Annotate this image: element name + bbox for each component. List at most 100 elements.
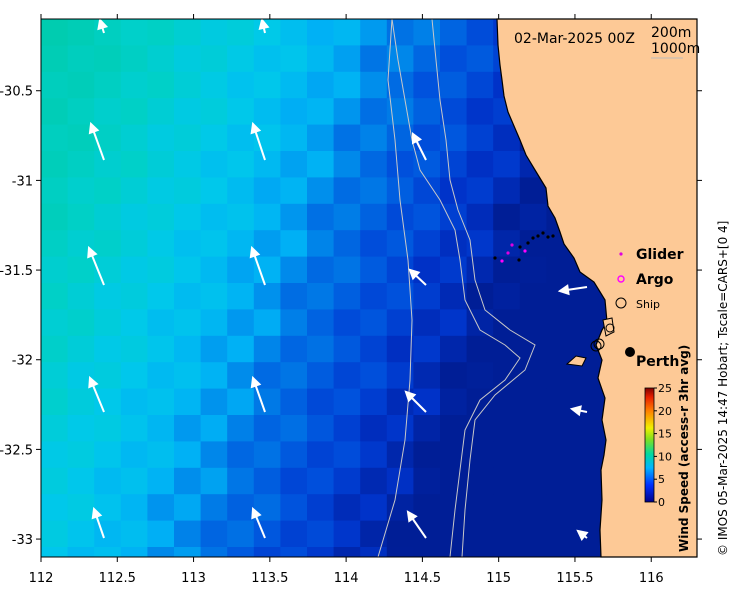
x-tick-label: 112 [29,571,54,586]
wind-grid-cell [307,151,335,178]
wind-grid-cell [67,547,95,557]
wind-grid-cell [227,203,255,231]
wind-grid-cell [94,388,122,416]
wind-grid-cell [41,388,69,416]
wind-grid-cell [120,230,148,258]
wind-grid-cell [573,547,601,557]
wind-grid-cell [493,467,521,495]
wind-grid-cell [253,45,281,73]
wind-grid-cell [120,388,148,416]
wind-grid-cell [41,415,69,442]
wind-grid-cell [333,203,361,231]
wind-grid-cell [253,151,281,178]
wind-grid-cell [280,177,308,205]
wind-grid-cell [493,494,521,522]
wind-grid-cell [280,151,308,178]
wind-grid-cell [466,362,494,390]
wind-grid-cell [280,45,308,73]
wind-grid-cell [227,520,255,548]
wind-grid-cell [227,335,255,363]
observation-dot [536,234,540,238]
wind-grid-cell [440,283,468,310]
wind-grid-cell [147,256,175,284]
wind-arrowhead [87,245,98,259]
observation-dot [517,258,521,262]
wind-grid-cell [41,467,69,495]
wind-grid-cell [94,283,122,310]
wind-grid-cell [41,177,69,205]
wind-grid-cell [200,520,228,548]
wind-grid-cell [67,467,95,495]
wind-grid-cell [519,230,547,258]
wind-grid-cell [333,335,361,363]
wind-grid-cell [386,309,414,337]
wind-grid-cell [67,415,95,442]
wind-grid-cell [94,467,122,495]
wind-grid-cell [360,98,388,126]
wind-grid-cell [227,177,255,205]
observation-dot [526,241,530,245]
observation-dot [523,249,527,253]
wind-grid-cell [280,71,308,99]
wind-grid-cell [67,520,95,548]
wind-grid-cell [200,283,228,310]
wind-grid-cell [307,230,335,258]
wind-grid-cell [200,309,228,337]
perth-label: Perth [636,354,679,370]
wind-grid-cell [94,98,122,126]
y-tick-label: -33 [12,533,33,548]
wind-grid-cell [147,151,175,178]
wind-grid-cell [120,124,148,152]
wind-grid-cell [174,98,202,126]
wind-grid-cell [147,415,175,442]
wind-grid-cell [413,230,441,258]
wind-grid-cell [333,441,361,469]
wind-grid-cell [440,362,468,390]
wind-grid-cell [440,256,468,284]
wind-grid-cell [94,71,122,99]
wind-grid-cell [120,71,148,99]
wind-grid-cell [120,19,148,46]
wind-grid-cell [466,19,494,46]
wind-arrowhead [250,375,262,389]
wind-grid-cell [386,230,414,258]
wind-grid-cell [413,388,441,416]
x-tick-label: 112.5 [99,571,136,586]
wind-grid-cell [94,124,122,152]
x-tick-label: 114.5 [404,571,441,586]
wind-arrowhead [408,268,421,281]
wind-grid-cell [227,494,255,522]
wind-grid-cell [147,309,175,337]
wind-grid-cell [546,467,574,495]
wind-grid-cell [94,547,122,557]
wind-grid-cell [360,547,388,557]
wind-grid-cell [147,177,175,205]
wind-grid-cell [41,230,69,258]
wind-grid-cell [466,203,494,231]
wind-grid-cell [94,441,122,469]
wind-grid-cell [253,494,281,522]
wind-grid-cell [466,71,494,99]
wind-grid-cell [253,177,281,205]
y-axis: -30.5 -31 -31.5 -32 -32.5 -33 [0,85,702,548]
wind-grid-cell [546,283,574,310]
wind-grid-cell [386,45,414,73]
wind-arrowhead [88,375,99,389]
observation-dot [510,243,514,247]
wind-arrowhead [576,529,589,541]
wind-grid-cell [67,309,95,337]
wind-grid-cell [227,71,255,99]
wind-grid-cell [413,362,441,390]
wind-grid-cell [519,520,547,548]
wind-grid-cell [227,151,255,178]
wind-grid-cell [200,45,228,73]
wind-grid-cell [200,71,228,99]
wind-grid-cell [333,388,361,416]
wind-grid-cell [94,335,122,363]
wind-grid-cell [280,388,308,416]
wind-grid-cell [227,256,255,284]
wind-grid-cell [94,520,122,548]
wind-grid-cell [386,415,414,442]
wind-grid-cell [360,335,388,363]
wind-grid-cell [280,256,308,284]
